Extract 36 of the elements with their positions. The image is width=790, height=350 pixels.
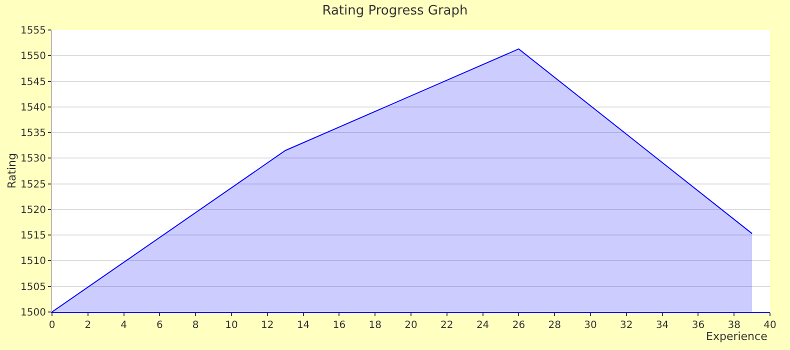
- y-tick-label: 1520: [20, 204, 46, 216]
- x-tick-label: 8: [192, 320, 199, 331]
- x-tick-label: 36: [692, 320, 705, 331]
- x-tick-label: 16: [332, 320, 346, 331]
- y-tick-label: 1555: [20, 26, 46, 36]
- y-tick-label: 1505: [20, 282, 46, 293]
- x-tick-label: 0: [48, 320, 56, 331]
- y-tick-label: 1515: [20, 230, 46, 242]
- y-tick-label: 1500: [20, 308, 46, 318]
- x-tick-label: 12: [261, 320, 274, 331]
- y-tick-label: 1510: [20, 256, 46, 268]
- y-tick-label: 1540: [20, 102, 46, 114]
- x-tick-label: 28: [548, 320, 561, 331]
- y-tick-label: 1545: [20, 76, 46, 88]
- x-tick-label: 6: [156, 320, 163, 331]
- x-tick-label: 4: [120, 320, 127, 331]
- x-tick-label: 2: [84, 320, 92, 331]
- x-tick-label: 10: [225, 320, 238, 331]
- x-tick-label: 18: [368, 320, 382, 331]
- y-axis-title: Rating: [6, 153, 18, 188]
- x-tick-label: 32: [620, 320, 633, 331]
- x-tick-label: 34: [656, 320, 669, 331]
- y-tick-label: 1525: [20, 179, 46, 190]
- x-axis-title: Experience: [706, 330, 768, 343]
- y-tick-label: 1535: [20, 128, 46, 140]
- x-tick-label: 38: [728, 320, 740, 331]
- y-tick-label: 1530: [20, 154, 46, 165]
- x-tick-label: 30: [584, 320, 597, 331]
- chart-title: Rating Progress Graph: [322, 3, 468, 18]
- x-tick-label: 20: [404, 320, 418, 331]
- x-tick-label: 40: [764, 320, 776, 331]
- y-tick-label: 1550: [20, 51, 46, 62]
- x-tick-label: 14: [296, 320, 310, 331]
- x-tick-label: 22: [440, 320, 454, 331]
- x-tick-label: 24: [476, 320, 490, 331]
- x-tick-label: 26: [512, 320, 526, 331]
